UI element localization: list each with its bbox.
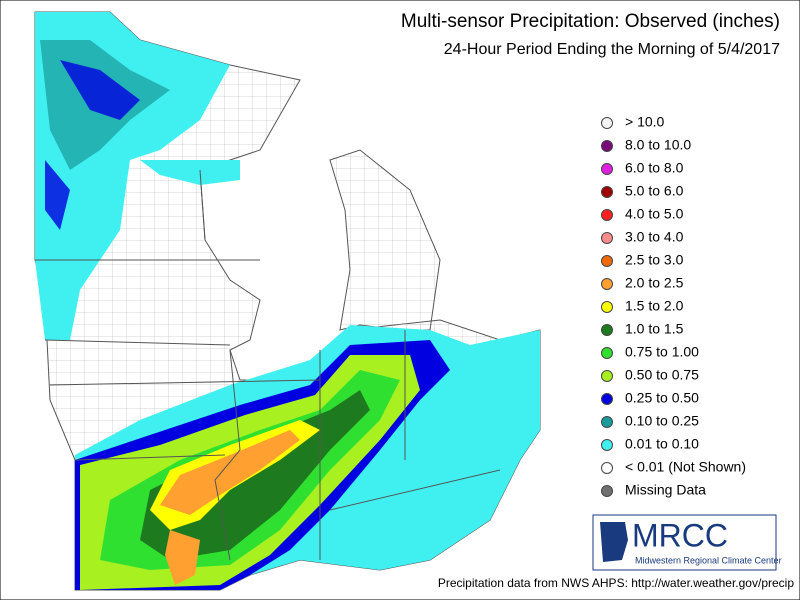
legend-swatch bbox=[601, 439, 613, 451]
legend-swatch bbox=[601, 301, 613, 313]
legend-label: 2.0 to 2.5 bbox=[625, 275, 684, 291]
precip-orange bbox=[160, 430, 300, 515]
legend-swatch bbox=[601, 255, 613, 267]
legend: > 10.0 8.0 to 10.0 6.0 to 8.0 5.0 to 6.0 4.0… bbox=[601, 114, 746, 498]
map bbox=[34, 11, 541, 591]
legend-swatch bbox=[601, 117, 613, 129]
logo-icon bbox=[600, 522, 628, 562]
legend-label: 0.01 to 0.10 bbox=[625, 436, 699, 452]
logo-name: MRCC bbox=[632, 517, 728, 553]
legend-swatch bbox=[601, 370, 613, 382]
legend-swatch bbox=[601, 232, 613, 244]
subtitle: 24-Hour Period Ending the Morning of 5/4… bbox=[444, 41, 780, 58]
title: Multi-sensor Precipitation: Observed (in… bbox=[401, 11, 780, 32]
precip-orange-south bbox=[165, 530, 200, 585]
precip-blue-north bbox=[45, 60, 140, 230]
legend-swatch bbox=[601, 163, 613, 175]
legend-label: 4.0 to 5.0 bbox=[625, 206, 684, 222]
legend-label: Missing Data bbox=[625, 482, 706, 498]
legend-swatch bbox=[601, 209, 613, 221]
precip-cyan-wi bbox=[140, 160, 240, 185]
legend-label: 1.5 to 2.0 bbox=[625, 298, 684, 314]
legend-label: 5.0 to 6.0 bbox=[625, 183, 684, 199]
legend-swatch bbox=[601, 393, 613, 405]
legend-swatch bbox=[601, 347, 613, 359]
legend-label: 1.0 to 1.5 bbox=[625, 321, 684, 337]
legend-swatch bbox=[601, 485, 613, 497]
state-borders bbox=[35, 169, 501, 561]
legend-label: 0.50 to 0.75 bbox=[625, 367, 699, 383]
legend-swatch bbox=[601, 462, 613, 474]
legend-label: 0.10 to 0.25 bbox=[625, 413, 699, 429]
logo-full-name: Midwestern Regional Climate Center bbox=[635, 555, 782, 565]
legend-label: > 10.0 bbox=[625, 114, 665, 130]
legend-swatch bbox=[601, 416, 613, 428]
legend-swatch bbox=[601, 324, 613, 336]
legend-swatch bbox=[601, 140, 613, 152]
source-note: Precipitation data from NWS AHPS: http:/… bbox=[438, 576, 794, 590]
legend-swatch bbox=[601, 278, 613, 290]
legend-label: 8.0 to 10.0 bbox=[625, 137, 691, 153]
legend-label: 0.25 to 0.50 bbox=[625, 390, 699, 406]
legend-label: < 0.01 (Not Shown) bbox=[625, 459, 746, 475]
legend-label: 0.75 to 1.00 bbox=[625, 344, 699, 360]
legend-label: 6.0 to 8.0 bbox=[625, 160, 684, 176]
logo: MRCC Midwestern Regional Climate Center bbox=[592, 514, 782, 571]
legend-label: 2.5 to 3.0 bbox=[625, 252, 684, 268]
legend-label: 3.0 to 4.0 bbox=[625, 229, 684, 245]
legend-swatch bbox=[601, 186, 613, 198]
